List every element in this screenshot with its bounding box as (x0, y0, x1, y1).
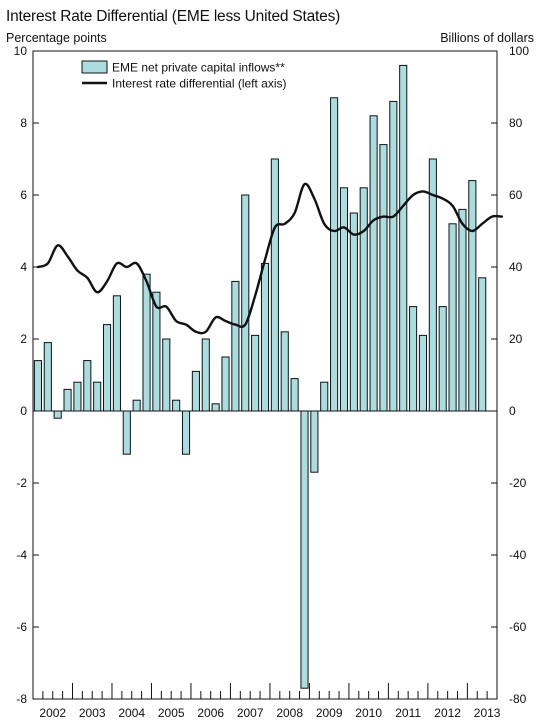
bar-1 (43, 342, 52, 412)
bar-18 (211, 403, 220, 412)
x-tick-label: 2004 (118, 706, 145, 720)
bar-41 (438, 306, 447, 412)
right-axis-label: Billions of dollars (440, 31, 534, 45)
axes-layer: -8-6-4-20246810-80-60-40-200204060801002… (14, 44, 530, 720)
bar-23 (260, 262, 270, 412)
right-tick-label: -40 (509, 548, 527, 562)
bar-17 (201, 338, 210, 412)
right-tick-label: 60 (509, 188, 523, 202)
left-tick-label: 0 (20, 404, 27, 418)
bar-22 (251, 334, 260, 412)
bar-12 (152, 291, 161, 412)
x-tick-label: 2013 (474, 706, 501, 720)
x-tick-label: 2002 (39, 706, 66, 720)
plot-frame (32, 50, 498, 700)
left-tick-label: 6 (20, 188, 27, 202)
right-tick-label: 80 (509, 116, 523, 130)
bar-39 (418, 334, 428, 412)
bar-30 (330, 97, 339, 412)
bar-16 (191, 370, 200, 412)
bar-34 (369, 115, 378, 412)
x-tick-label: 2006 (197, 706, 224, 720)
legend: EME net private capital inflows** Intere… (81, 60, 287, 91)
right-tick-label: -20 (509, 476, 527, 490)
x-tick-label: 2005 (158, 706, 185, 720)
bar-13 (162, 338, 171, 412)
legend-line-label: Interest rate differential (left axis) (112, 77, 287, 91)
bar-37 (399, 64, 408, 412)
bar-10 (132, 399, 141, 412)
left-tick-label: -8 (16, 692, 27, 706)
bar-5 (83, 360, 92, 412)
x-tick-label: 2012 (434, 706, 461, 720)
bar-28 (310, 410, 319, 473)
bar-4 (73, 381, 82, 412)
bar-31 (339, 187, 349, 412)
right-tick-label: 20 (509, 332, 523, 346)
left-tick-label: 2 (20, 332, 27, 346)
legend-bar-label: EME net private capital inflows** (112, 61, 285, 75)
right-tick-label: -80 (509, 692, 527, 706)
left-axis-label: Percentage points (6, 31, 107, 45)
bar-25 (280, 331, 289, 412)
x-tick-label: 2003 (79, 706, 106, 720)
bar-19 (221, 356, 230, 412)
bar-9 (122, 410, 131, 455)
bar-35 (379, 144, 388, 412)
bar-26 (290, 378, 299, 412)
bar-11 (142, 273, 151, 412)
bar-42 (448, 223, 457, 412)
left-tick-label: -6 (16, 620, 27, 634)
bar-38 (409, 306, 418, 412)
bar-3 (63, 388, 72, 412)
x-tick-label: 2010 (355, 706, 382, 720)
bar-7 (102, 324, 112, 412)
bar-43 (458, 208, 467, 412)
bar-44 (468, 180, 477, 412)
x-tick-label: 2011 (395, 706, 421, 720)
right-tick-label: 0 (509, 404, 516, 418)
bar-6 (93, 381, 102, 412)
bar-29 (320, 381, 329, 412)
left-tick-label: -4 (16, 548, 27, 562)
bar-21 (241, 194, 250, 412)
bars-layer (33, 64, 487, 689)
x-tick-label: 2007 (237, 706, 264, 720)
chart-title: Interest Rate Differential (EME less Uni… (6, 8, 341, 25)
left-tick-label: 8 (20, 116, 27, 130)
left-tick-label: -2 (16, 476, 27, 490)
bar-0 (33, 360, 42, 412)
bar-14 (172, 399, 181, 412)
bar-20 (231, 280, 240, 412)
bar-24 (270, 158, 279, 412)
x-tick-label: 2008 (276, 706, 303, 720)
bar-8 (112, 295, 121, 412)
bar-15 (181, 410, 191, 455)
right-tick-label: 40 (509, 260, 523, 274)
left-tick-label: 4 (20, 260, 27, 274)
bar-36 (389, 100, 398, 412)
bar-27 (300, 410, 309, 689)
left-tick-label: 10 (14, 44, 28, 58)
right-tick-label: -60 (509, 620, 527, 634)
interest-rate-line (36, 182, 504, 335)
x-tick-label: 2009 (316, 706, 343, 720)
legend-bar-swatch (81, 60, 108, 74)
bar-45 (478, 277, 487, 412)
bar-2 (53, 410, 62, 419)
bar-33 (359, 187, 368, 412)
right-tick-label: 100 (509, 44, 529, 58)
line-layer (36, 182, 504, 335)
bar-32 (349, 212, 358, 412)
